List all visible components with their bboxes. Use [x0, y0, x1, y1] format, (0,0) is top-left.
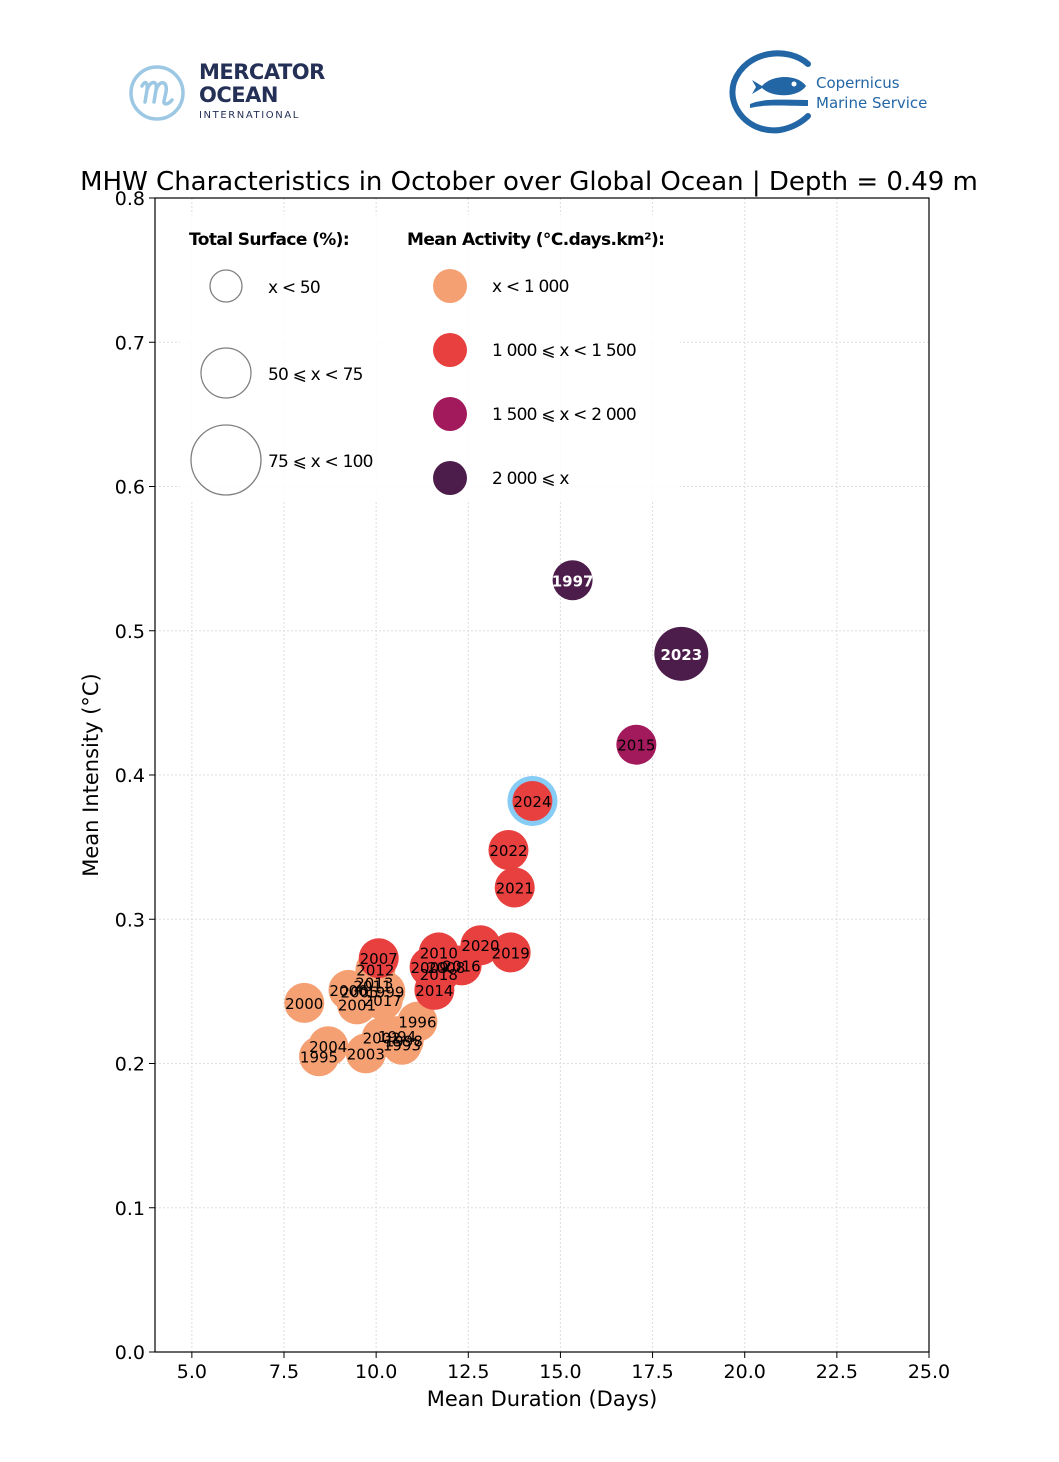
point-2007: [358, 938, 399, 979]
point-label-2016: 2016: [443, 957, 481, 975]
copernicus-logo-line1: Copernicus: [816, 74, 900, 92]
point-label-2013: 2013: [355, 975, 393, 993]
y-tick-label: 0.3: [115, 909, 145, 931]
x-axis-title: Mean Duration (Days): [427, 1387, 658, 1411]
point-label-2000: 2000: [285, 995, 323, 1013]
x-tick-label: 10.0: [355, 1361, 397, 1383]
point-label-2021: 2021: [496, 880, 534, 898]
point-label-1996: 1996: [398, 1014, 436, 1032]
x-tick-label: 12.5: [447, 1361, 489, 1383]
point-1996: [397, 1001, 438, 1042]
copernicus-logo-line2: Marine Service: [816, 94, 928, 112]
chart-title: MHW Characteristics in October over Glob…: [80, 167, 978, 197]
legend-color-label: 1 500 ⩽ x < 2 000: [492, 405, 636, 425]
point-label-2011: 2011: [353, 978, 391, 996]
point-label-2008: 2008: [427, 959, 465, 977]
legend-color-marker: [433, 333, 467, 367]
point-label-2003: 2003: [347, 1045, 385, 1063]
point-label-2007: 2007: [360, 950, 398, 968]
x-tick-label: 5.0: [177, 1361, 207, 1383]
point-label-2001: 2001: [338, 996, 376, 1014]
y-tick-label: 0.7: [115, 332, 145, 354]
point-label-1997: 1997: [552, 572, 594, 590]
legend-color-label: 2 000 ⩽ x: [492, 469, 569, 489]
point-2022: [488, 830, 529, 871]
y-tick-label: 0.5: [115, 621, 145, 643]
copernicus-marine-logo: Copernicus Marine Service: [728, 50, 948, 134]
point-1997: [552, 560, 593, 601]
legend-color-label: x < 1 000: [492, 277, 569, 297]
x-tick-label: 22.5: [816, 1361, 858, 1383]
point-2004: [308, 1026, 349, 1067]
y-tick-label: 0.8: [115, 188, 145, 210]
x-tick-label: 15.0: [539, 1361, 581, 1383]
point-2023: [654, 626, 709, 681]
x-tick-label: 20.0: [724, 1361, 766, 1383]
point-label-2018: 2018: [420, 966, 458, 984]
point-label-2009: 2009: [410, 959, 448, 977]
y-tick-label: 0.4: [115, 765, 145, 787]
y-tick-label: 0.1: [115, 1198, 145, 1220]
legend-size-title: Total Surface (%):: [189, 230, 349, 250]
point-label-2002: 2002: [363, 1030, 401, 1048]
point-label-2019: 2019: [492, 944, 530, 962]
point-label-1994: 1994: [378, 1028, 416, 1046]
legend-size-label: 50 ⩽ x < 75: [268, 365, 363, 385]
y-tick-label: 0.0: [115, 1342, 145, 1364]
legend-background: [180, 215, 680, 500]
point-label-2022: 2022: [489, 842, 527, 860]
mercator-logo-line2: OCEAN: [199, 83, 278, 107]
y-tick-label: 0.2: [115, 1054, 145, 1076]
point-2019: [490, 932, 531, 973]
legend-color-title: Mean Activity (°C.days.km²):: [407, 230, 664, 250]
point-label-1995: 1995: [300, 1048, 338, 1066]
point-2021: [494, 867, 535, 908]
mercator-logo-line3: INTERNATIONAL: [199, 110, 300, 121]
fish-circle-icon: [729, 50, 811, 134]
legend-color-marker: [433, 269, 467, 303]
y-axis-title: Mean Intensity (°C): [79, 673, 103, 877]
y-tick-label: 0.6: [115, 477, 145, 499]
point-markers: [284, 560, 709, 1077]
point-label-1999: 1999: [366, 983, 404, 1001]
legend-size-marker: [190, 424, 262, 496]
x-tick-label: 25.0: [908, 1361, 950, 1383]
point-label-2004: 2004: [309, 1038, 347, 1056]
legend-color-marker: [433, 461, 467, 495]
point-label-1998: 1998: [385, 1032, 423, 1050]
legend: Total Surface (%): Mean Activity (°C.day…: [180, 215, 680, 500]
point-label-2020: 2020: [461, 937, 499, 955]
point-label-2010: 2010: [420, 944, 458, 962]
point-2024: [512, 780, 553, 821]
point-label-2017: 2017: [364, 992, 402, 1010]
axis-ticks: 5.0 7.5 10.0 12.5 15.0 17.5 20.0 22.5 25.0 0.0 0.1…: [115, 188, 950, 1383]
legend-size-label: x < 50: [268, 278, 320, 298]
point-label-2023: 2023: [660, 646, 702, 664]
point-label-1993: 1993: [383, 1037, 421, 1055]
point-label-2014: 2014: [415, 982, 453, 1000]
legend-size-marker: [200, 347, 252, 399]
point-label-2005: 2005: [340, 983, 378, 1001]
point-2020: [460, 925, 501, 966]
point-label-2024: 2024: [513, 793, 551, 811]
legend-size-marker: [209, 269, 243, 303]
mercator-logo-line1: MERCATOR: [199, 60, 325, 84]
x-tick-label: 17.5: [631, 1361, 673, 1383]
mercator-m-circle-icon: [129, 65, 185, 121]
legend-color-label: 1 000 ⩽ x < 1 500: [492, 341, 636, 361]
point-label-2012: 2012: [356, 962, 394, 980]
point-2000: [284, 982, 325, 1023]
legend-size-label: 75 ⩽ x < 100: [268, 452, 373, 472]
x-tick-label: 7.5: [269, 1361, 299, 1383]
point-label-2006: 2006: [329, 982, 367, 1000]
legend-color-marker: [433, 397, 467, 431]
point-2015: [616, 724, 657, 765]
point-label-2015: 2015: [617, 737, 655, 755]
mercator-ocean-logo: MERCATOR OCEAN INTERNATIONAL: [128, 60, 338, 126]
